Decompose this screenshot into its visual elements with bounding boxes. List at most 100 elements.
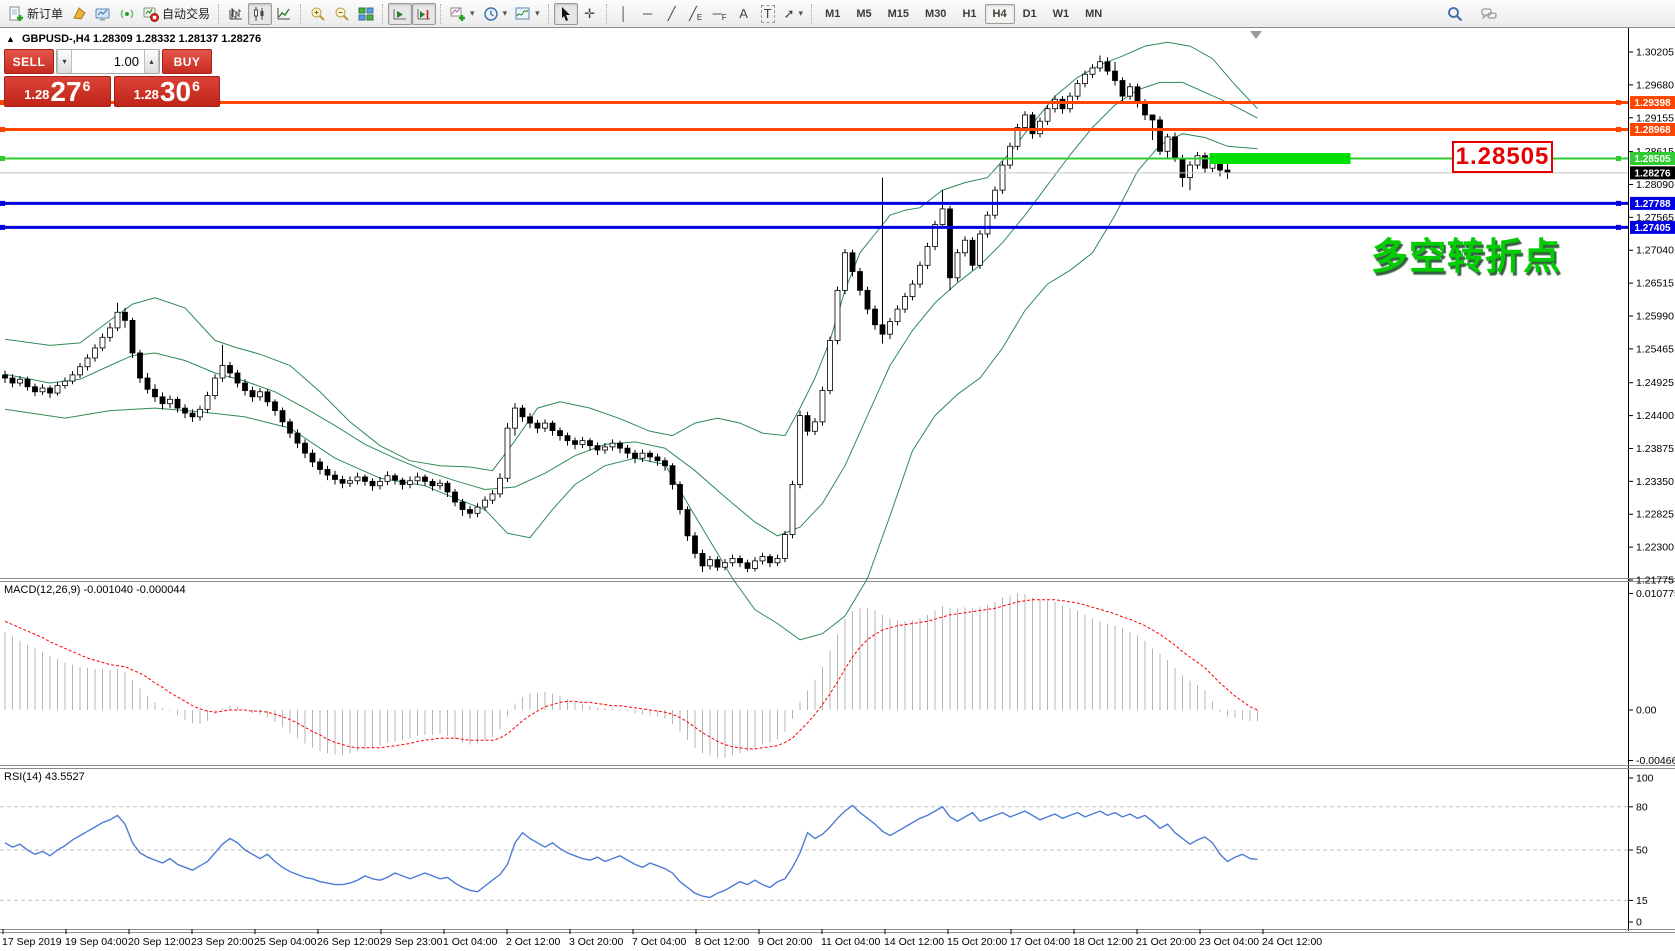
templates-button[interactable]: ▾ [511,3,544,25]
trendline-button[interactable]: ╱ [660,3,684,25]
collapse-panel-icon[interactable]: ▲ [6,34,15,44]
hline-1.28505[interactable] [0,155,1628,161]
svg-text:0: 0 [1636,917,1642,929]
tf-m30-button[interactable]: M30 [917,4,954,24]
one-click-trading-panel: SELL ▾ ▴ BUY 1.28 27 6 1.28 30 6 [4,49,220,107]
buy-price-sup: 6 [192,78,200,94]
zoom-in-button[interactable] [306,3,330,25]
volume-decrease-button[interactable]: ▾ [57,50,72,73]
trade-buttons-row: SELL ▾ ▴ BUY [4,49,220,74]
buy-price[interactable]: 1.28 30 6 [113,76,220,107]
tf-w1-button[interactable]: W1 [1045,4,1078,24]
volume-input[interactable] [72,50,144,73]
new-order-button[interactable]: 新订单 [4,3,67,25]
crosshair-button[interactable]: ✛ [578,3,602,25]
svg-text:1.21775: 1.21775 [1636,575,1674,587]
autoscroll-button[interactable] [388,2,413,25]
price-axis-tags: 1.29398 1.28968 1.28505 1.27788 1.27405 1.282… [1630,96,1675,234]
new-order-label: 新订单 [27,7,64,21]
vertical-line-icon: │ [619,5,628,21]
zoom-out-button[interactable] [330,3,354,25]
svg-text:100: 100 [1636,773,1654,785]
svg-text:0.010775: 0.010775 [1636,588,1675,600]
cursor-button[interactable] [553,2,578,25]
line-chart-type-button[interactable] [272,3,296,25]
bar-chart-type-button[interactable] [224,3,248,25]
svg-text:2 Oct 12:00: 2 Oct 12:00 [506,936,560,948]
svg-text:50: 50 [1636,845,1648,857]
profiles-button[interactable] [67,3,91,25]
sell-price[interactable]: 1.28 27 6 [4,76,111,107]
panel-frame [0,28,1675,933]
price-level-callout[interactable]: 1.28505 [1452,141,1553,173]
volume-increase-button[interactable]: ▴ [144,50,159,73]
tf-h4-button[interactable]: H4 [984,3,1015,24]
time-axis: 17 Sep 2019 19 Sep 04:00 20 Sep 12:00 23 Se… [2,929,1322,948]
svg-text:1.27788: 1.27788 [1634,199,1671,210]
macd-panel: 0.010775 0.00 -0.004668 [4,588,1675,767]
tf-m1-button[interactable]: M1 [817,4,848,24]
hline-1.27405[interactable] [0,224,1628,230]
text-button[interactable]: A [732,3,756,25]
macd-signal-line [4,599,1258,750]
search-button[interactable] [1443,3,1467,25]
sell-button[interactable]: SELL [4,49,54,74]
autotrading-button[interactable]: 自动交易 [139,3,214,25]
tf-m15-button[interactable]: M15 [880,4,917,24]
svg-text:1.27405: 1.27405 [1634,223,1671,234]
chat-button[interactable] [1477,3,1501,25]
templates-icon [515,7,530,19]
svg-text:1.28276: 1.28276 [1634,168,1671,179]
text-label-button[interactable]: T [756,3,780,25]
svg-text:1.30205: 1.30205 [1636,47,1674,59]
svg-text:26 Sep 12:00: 26 Sep 12:00 [317,936,380,948]
buy-price-big: 30 [159,76,192,107]
arrows-button[interactable]: ➚ ▾ [780,3,807,25]
arrows-caret-icon: ▾ [798,8,804,18]
highlight-trend-segment[interactable] [1209,152,1351,164]
svg-text:-0.004668: -0.004668 [1636,755,1675,767]
hline-1.28968[interactable] [0,126,1628,132]
charts-window-icon [95,8,110,20]
svg-text:29 Sep 23:00: 29 Sep 23:00 [380,936,443,948]
tf-d1-button[interactable]: D1 [1015,4,1045,24]
autotrading-icon [143,7,160,22]
toolbar-right-group [1443,3,1501,25]
chat-icon [1481,8,1497,20]
indicators-button[interactable]: ▾ [446,3,479,25]
line-chart-icon [277,7,291,19]
svg-text:1.29398: 1.29398 [1634,98,1671,109]
svg-text:14 Oct 12:00: 14 Oct 12:00 [884,936,944,948]
signals-button[interactable] [115,3,139,25]
tile-windows-button[interactable] [354,3,378,25]
vertical-line-button[interactable]: │ [612,3,636,25]
chart-shift-marker[interactable] [1250,31,1262,39]
tf-h1-button[interactable]: H1 [954,4,984,24]
tf-m5-button[interactable]: M5 [848,4,879,24]
fibonacci-icon: ─ [712,5,722,21]
charts-window-button[interactable] [91,3,115,25]
toolbar-separator [300,3,302,24]
bollinger-lower-line [4,133,1258,641]
svg-text:1.28505: 1.28505 [1634,154,1671,165]
volume-stepper: ▾ ▴ [56,49,160,74]
candle-chart-type-button[interactable] [248,2,273,25]
hline-1.29398[interactable] [0,100,1628,106]
channel-button[interactable]: ╱ E [684,3,708,25]
horizontal-line-button[interactable]: ─ [636,3,660,25]
indicators-caret-icon: ▾ [470,8,475,18]
chart-shift-button[interactable] [412,2,437,25]
channel-icon: ╱ [689,5,697,21]
svg-text:1.24400: 1.24400 [1636,410,1674,422]
hline-1.27788[interactable] [0,200,1628,206]
tf-mn-button[interactable]: MN [1077,4,1110,24]
periods-button[interactable]: ▾ [479,3,512,25]
svg-text:1 Oct 04:00: 1 Oct 04:00 [443,936,497,948]
fibonacci-button[interactable]: ─ F [708,3,732,25]
buy-button[interactable]: BUY [162,49,212,74]
svg-text:1.25465: 1.25465 [1636,343,1674,355]
macd-histogram [4,593,1258,758]
volume-increase-icon: ▴ [149,57,154,66]
